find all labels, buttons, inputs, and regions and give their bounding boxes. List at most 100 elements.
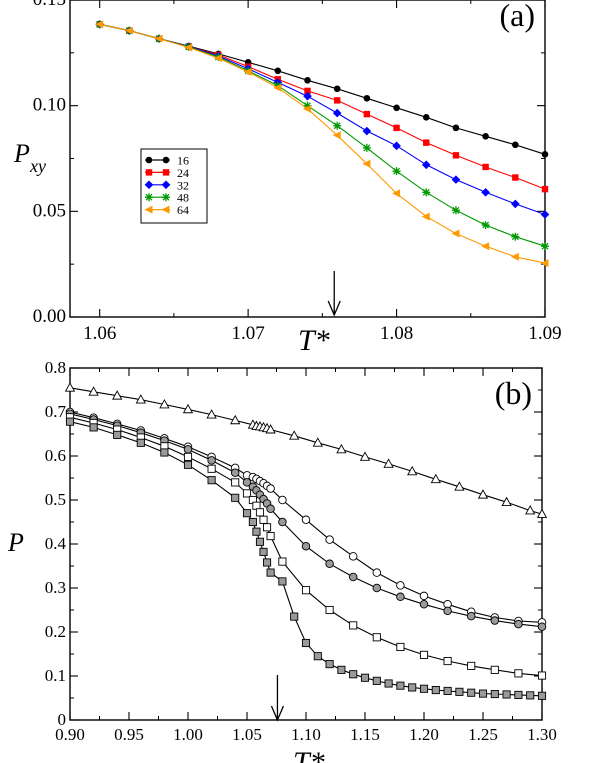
- y-tick-label: 0.1: [45, 666, 66, 685]
- data-point: [326, 560, 334, 568]
- data-point: [481, 242, 489, 250]
- data-point: [453, 152, 459, 158]
- data-point: [256, 538, 263, 545]
- data-point: [267, 505, 275, 513]
- x-tick-label: 1.25: [468, 725, 498, 744]
- data-point: [422, 188, 430, 196]
- data-point: [452, 175, 461, 184]
- data-point: [420, 651, 427, 658]
- data-point: [243, 510, 250, 517]
- data-point: [243, 490, 250, 497]
- data-point: [302, 542, 310, 550]
- data-point: [397, 643, 404, 650]
- data-point: [538, 623, 546, 631]
- data-point: [420, 592, 428, 600]
- data-point: [184, 453, 191, 460]
- y-tick-label: 0.6: [45, 446, 66, 465]
- data-point: [333, 109, 342, 118]
- series-16: [96, 21, 548, 158]
- data-point: [511, 233, 519, 241]
- data-point: [260, 516, 267, 523]
- x-tick-label: 1.10: [291, 725, 321, 744]
- data-point: [161, 449, 168, 456]
- data-point: [511, 253, 519, 261]
- data-point: [333, 122, 341, 130]
- data-point: [515, 670, 522, 677]
- data-point-shape: [333, 122, 341, 130]
- data-point: [373, 677, 380, 684]
- data-point: [326, 606, 333, 613]
- x-tick-label: 1.09: [528, 323, 561, 344]
- data-point: [527, 692, 534, 699]
- legend-marker: [145, 193, 153, 201]
- data-point: [208, 477, 215, 484]
- legend-marker-shape: [145, 193, 153, 201]
- x-tick-label: 1.00: [173, 725, 203, 744]
- data-point: [231, 469, 239, 477]
- data-point: [420, 685, 427, 692]
- data-point: [538, 672, 545, 679]
- data-point: [256, 509, 263, 516]
- data-point: [512, 141, 519, 148]
- data-point: [423, 114, 430, 121]
- data-point: [350, 622, 357, 629]
- y-tick-label: 0.5: [45, 490, 66, 509]
- data-point: [263, 559, 270, 566]
- legend-marker: [146, 157, 153, 164]
- data-point: [397, 582, 405, 590]
- data-point: [393, 125, 399, 131]
- data-point: [208, 457, 216, 465]
- series-4: [66, 418, 545, 699]
- data-point: [479, 690, 486, 697]
- data-point: [538, 692, 545, 699]
- data-point: [364, 95, 371, 102]
- y-tick-label: 0: [58, 710, 67, 729]
- data-point: [511, 200, 520, 209]
- panel-a-chart: 1.06 1.07 1.08 1.09 0.00 0.05 0.10 0.15 (a) Pxy T*…: [13, 0, 562, 357]
- x-tick-label: 1.06: [83, 323, 116, 344]
- y-tick-label: 0.10: [33, 95, 66, 116]
- data-point: [279, 518, 287, 526]
- data-point-shape: [511, 233, 519, 241]
- data-point: [66, 418, 73, 425]
- data-point: [397, 593, 405, 601]
- data-point: [114, 431, 121, 438]
- data-point: [515, 691, 522, 698]
- data-point: [444, 687, 451, 694]
- panel-label: (b): [495, 375, 532, 411]
- data-point-shape: [422, 188, 430, 196]
- x-tick-label: 1.20: [409, 725, 439, 744]
- data-point: [451, 230, 459, 238]
- data-point: [314, 653, 321, 660]
- data-point: [184, 461, 191, 468]
- y-tick-label: 0.4: [45, 534, 67, 553]
- data-point: [503, 691, 510, 698]
- y-tick-label: 0.05: [33, 200, 66, 221]
- x-axis-label: T*: [293, 746, 325, 763]
- data-point: [279, 496, 287, 504]
- data-point: [468, 689, 475, 696]
- y-axis-label-subscript: xy: [29, 156, 46, 176]
- data-point-shape: [482, 221, 490, 229]
- legend-label: 64: [177, 203, 189, 217]
- panel-label: (a): [499, 0, 535, 33]
- data-point: [393, 104, 400, 111]
- data-point: [232, 479, 239, 486]
- data-point: [393, 167, 401, 175]
- data-point: [397, 682, 404, 689]
- x-tick-label: 1.05: [232, 725, 262, 744]
- series-line: [100, 24, 545, 154]
- data-point: [253, 502, 260, 509]
- y-axis-label: P: [13, 139, 30, 168]
- data-point: [542, 151, 549, 158]
- data-point: [444, 657, 451, 664]
- transition-arrow: [271, 675, 283, 720]
- data-point: [279, 558, 286, 565]
- data-point: [267, 569, 274, 576]
- y-tick-label: 0.8: [45, 358, 66, 377]
- data-point: [338, 666, 345, 673]
- legend-marker: [162, 193, 170, 201]
- data-point-shape: [363, 144, 371, 152]
